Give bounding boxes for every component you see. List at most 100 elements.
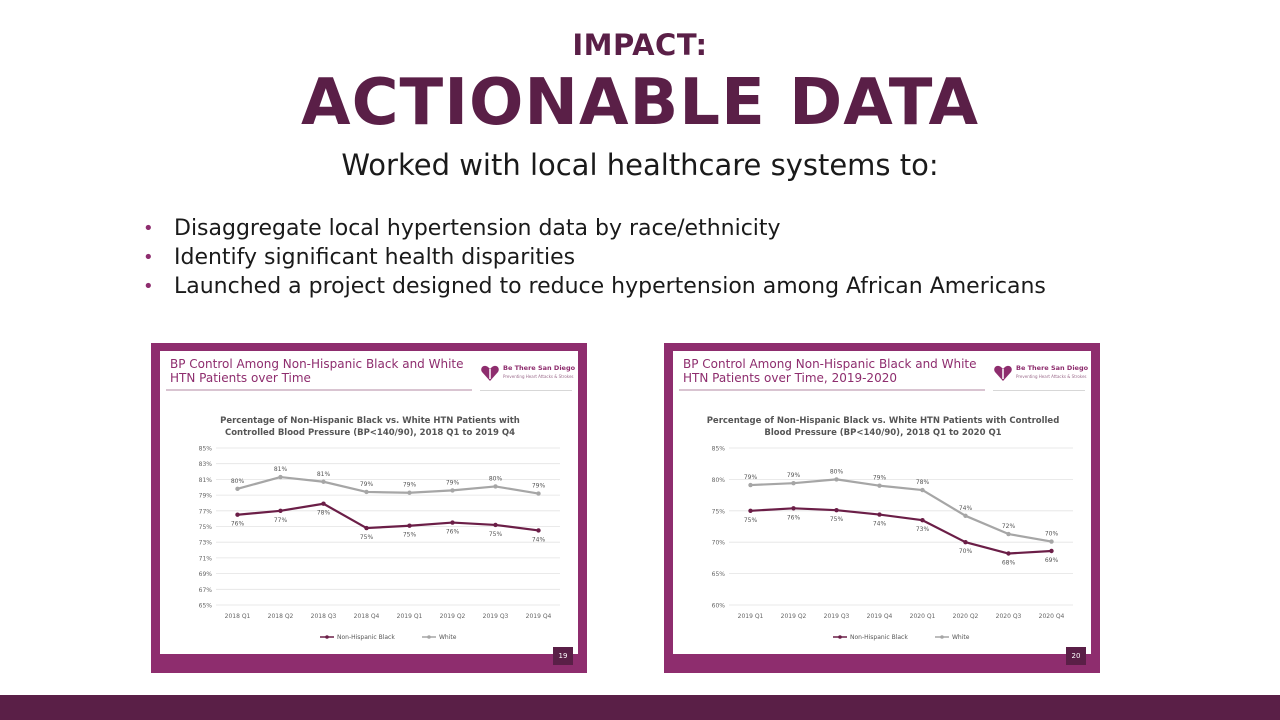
data-point <box>364 489 369 495</box>
data-label: 75% <box>830 516 844 523</box>
embedded-slide-right: BP Control Among Non-Hispanic Black and … <box>664 343 1100 673</box>
embedded-slide-body: BP Control Among Non-Hispanic Black and … <box>160 351 578 665</box>
y-tick-label: 69% <box>199 571 213 578</box>
embedded-slide-title-line: HTN Patients over Time <box>170 371 311 385</box>
data-point <box>536 491 541 496</box>
data-label: 75% <box>744 517 758 524</box>
x-tick-label: 2018 Q3 <box>311 613 337 620</box>
y-tick-label: 65% <box>712 571 726 578</box>
data-point <box>920 518 925 523</box>
y-tick-label: 77% <box>199 508 213 515</box>
data-label: 73% <box>916 526 930 533</box>
x-tick-label: 2020 Q2 <box>953 613 979 620</box>
data-label: 80% <box>489 475 503 482</box>
data-point <box>493 522 498 528</box>
embedded-slide-left: BP Control Among Non-Hispanic Black and … <box>151 343 587 673</box>
legend-marker <box>325 635 329 639</box>
bullet-dot-icon: • <box>143 247 154 268</box>
slide-subtitle: Worked with local healthcare systems to: <box>341 148 939 182</box>
logo-tagline: Preventing Heart Attacks & Strokes <box>1016 374 1087 379</box>
bullet-list: • Disaggregate local hypertension data by… <box>140 214 1046 301</box>
x-tick-label: 2018 Q4 <box>354 613 380 620</box>
x-tick-label: 2018 Q2 <box>268 613 294 620</box>
x-tick-label: 2019 Q4 <box>526 613 552 620</box>
y-tick-label: 83% <box>199 461 213 468</box>
y-tick-label: 75% <box>199 524 213 531</box>
be-there-logo: Be There San Diego Preventing Heart Atta… <box>480 360 576 391</box>
y-tick-label: 75% <box>712 508 726 515</box>
legend-label: White <box>439 634 457 641</box>
data-point <box>877 512 882 517</box>
bullet-dot-icon: • <box>143 218 154 239</box>
data-label: 81% <box>317 471 331 478</box>
data-point <box>407 523 412 528</box>
heart-logo-icon <box>481 365 499 381</box>
logo-tagline: Preventing Heart Attacks & Strokes <box>503 374 574 379</box>
x-tick-label: 2019 Q3 <box>483 613 509 620</box>
y-tick-label: 81% <box>199 477 213 484</box>
y-tick-label: 70% <box>712 540 726 547</box>
data-label: 77% <box>274 517 288 524</box>
x-tick-label: 2020 Q1 <box>910 613 936 620</box>
logo-name: Be There San Diego <box>1016 364 1089 372</box>
page-number: 19 <box>553 647 573 665</box>
series-line <box>236 502 540 532</box>
data-label: 76% <box>446 529 460 536</box>
x-tick-label: 2020 Q4 <box>1039 613 1065 620</box>
legend-label: Non-Hispanic Black <box>337 634 395 641</box>
data-label: 68% <box>1002 560 1016 567</box>
bullet-text: Disaggregate local hypertension data by … <box>174 216 781 241</box>
embedded-slide-title-line: BP Control Among Non-Hispanic Black and … <box>683 357 977 371</box>
series-line <box>749 478 1053 543</box>
data-point <box>450 488 455 493</box>
chart-title-line: Percentage of Non-Hispanic Black vs. Whi… <box>707 416 1060 426</box>
data-point <box>1049 539 1054 544</box>
data-label: 79% <box>787 472 801 479</box>
y-tick-label: 79% <box>199 493 213 500</box>
x-tick-label: 2019 Q2 <box>781 613 807 620</box>
data-point <box>834 507 839 513</box>
data-label: 79% <box>744 474 758 481</box>
bullet-text: Launched a project designed to reduce hy… <box>174 274 1046 299</box>
data-point <box>278 508 283 513</box>
be-there-logo: Be There San Diego Preventing Heart Atta… <box>993 360 1089 391</box>
slide-kicker: IMPACT: <box>572 28 708 62</box>
y-tick-label: 85% <box>199 446 213 453</box>
legend-marker <box>427 635 431 639</box>
legend-label: White <box>952 634 970 641</box>
logo-name: Be There San Diego <box>503 364 576 372</box>
data-point <box>877 483 882 488</box>
data-point <box>450 520 455 525</box>
x-tick-label: 2020 Q3 <box>996 613 1022 620</box>
embedded-slide-title: BP Control Among Non-Hispanic Black and … <box>683 357 983 385</box>
bullet-item: • Launched a project designed to reduce h… <box>140 272 1046 301</box>
data-label: 74% <box>532 536 546 543</box>
chart-title-line: Percentage of Non-Hispanic Black vs. Whi… <box>220 416 520 426</box>
series-line <box>236 475 540 495</box>
x-tick-label: 2018 Q1 <box>225 613 251 620</box>
y-tick-label: 67% <box>199 587 213 594</box>
slide-footer-bar <box>673 654 1091 661</box>
y-tick-label: 85% <box>712 446 726 453</box>
y-tick-label: 71% <box>199 555 213 562</box>
y-tick-label: 65% <box>199 603 213 610</box>
x-tick-label: 2019 Q1 <box>738 613 764 620</box>
slide-footer-bar <box>160 654 578 661</box>
data-point <box>791 480 796 486</box>
data-label: 79% <box>403 482 417 489</box>
data-label: 75% <box>489 531 503 538</box>
x-tick-label: 2019 Q1 <box>397 613 423 620</box>
legend-marker <box>940 635 944 639</box>
chart-bp-control-2019-2020: Percentage of Non-Hispanic Black vs. Whi… <box>707 416 1073 641</box>
data-point <box>791 506 796 511</box>
data-point <box>1006 551 1011 556</box>
y-tick-label: 80% <box>712 477 726 484</box>
data-label: 80% <box>231 478 245 485</box>
chart-bp-control-2018-2019: Percentage of Non-Hispanic Black vs. Whi… <box>199 416 560 641</box>
series-line <box>749 507 1053 555</box>
embedded-slide-body: BP Control Among Non-Hispanic Black and … <box>673 351 1091 665</box>
data-label: 75% <box>360 534 374 541</box>
data-point <box>235 512 240 517</box>
data-point <box>536 528 541 533</box>
data-label: 79% <box>446 479 460 486</box>
